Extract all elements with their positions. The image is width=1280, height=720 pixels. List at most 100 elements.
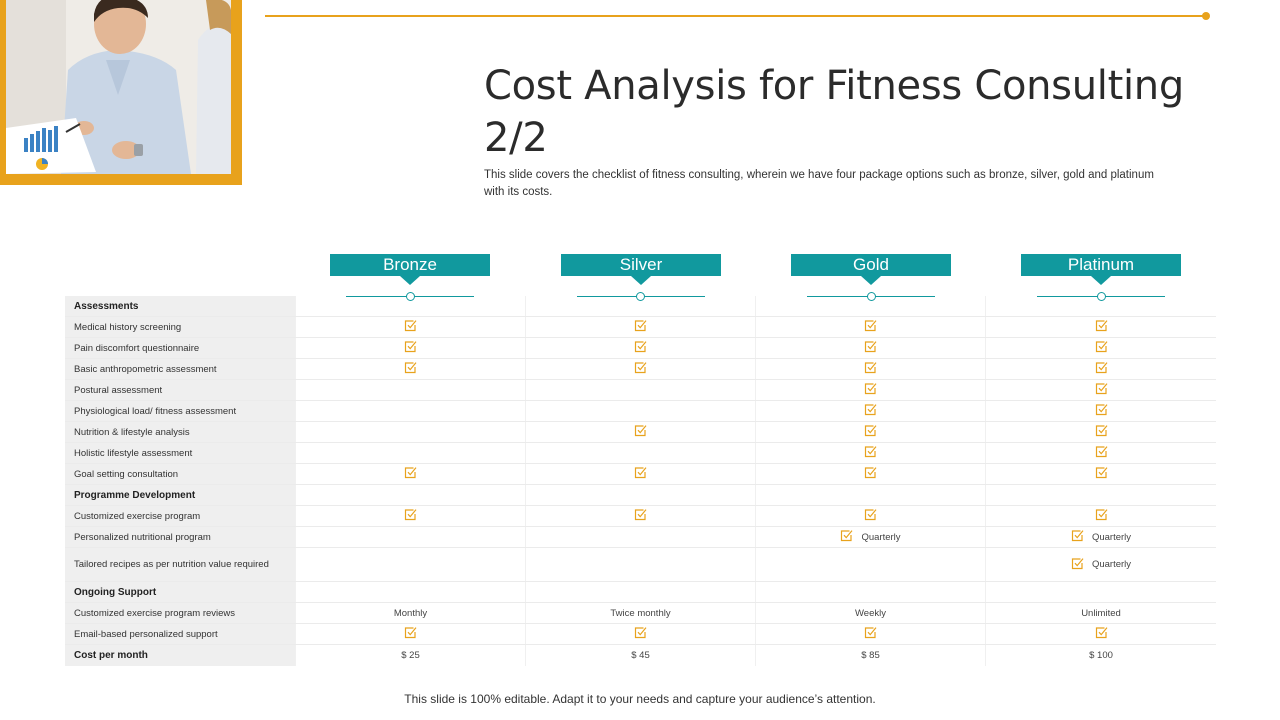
checkbox-check-icon xyxy=(1095,340,1108,356)
table-cell xyxy=(295,624,525,644)
table-cell xyxy=(295,527,525,547)
checkbox-check-icon xyxy=(1095,466,1108,482)
package-header-platinum: Platinum xyxy=(1021,254,1181,285)
checkbox-check-icon xyxy=(404,508,417,524)
table-cell: Quarterly xyxy=(755,527,985,547)
table-cell xyxy=(295,506,525,526)
table-cell: $ 25 xyxy=(295,645,525,666)
table-row: Basic anthropometric assessment xyxy=(65,359,1216,380)
table-cell xyxy=(525,317,755,337)
table-cell xyxy=(295,296,525,316)
section-label: Cost per month xyxy=(65,645,295,666)
timeline-node xyxy=(636,292,645,301)
checkbox-check-icon xyxy=(1095,424,1108,440)
table-cell xyxy=(295,359,525,379)
table-row: Customized exercise program xyxy=(65,506,1216,527)
table-cell xyxy=(755,422,985,442)
slide-title: Cost Analysis for Fitness Consulting 2/2 xyxy=(484,63,1184,161)
checkbox-check-icon xyxy=(864,445,877,461)
table-cell xyxy=(755,338,985,358)
checkbox-check-icon xyxy=(1095,508,1108,524)
frequency-label: Quarterly xyxy=(1091,559,1132,570)
top-rule-dot xyxy=(1202,12,1210,20)
table-cell xyxy=(525,527,755,547)
row-label: Email-based personalized support xyxy=(65,624,295,644)
table-cell xyxy=(755,582,985,602)
package-header-bronze: Bronze xyxy=(330,254,490,285)
table-cell xyxy=(985,485,1216,505)
table-row: Physiological load/ fitness assessment xyxy=(65,401,1216,422)
checkbox-check-icon xyxy=(864,626,877,642)
frequency-label: Quarterly xyxy=(1091,531,1132,543)
table-cell xyxy=(985,582,1216,602)
row-label: Pain discomfort questionnaire xyxy=(65,338,295,358)
table-cell xyxy=(525,443,755,463)
row-label: Customized exercise program reviews xyxy=(65,603,295,623)
checkbox-check-icon xyxy=(634,508,647,524)
timeline-node xyxy=(406,292,415,301)
table-cell xyxy=(985,422,1216,442)
package-header-silver: Silver xyxy=(561,254,721,285)
row-label: Nutrition & lifestyle analysis xyxy=(65,422,295,442)
table-cell: $ 85 xyxy=(755,645,985,666)
checkbox-check-icon xyxy=(864,340,877,356)
table-row: Postural assessment xyxy=(65,380,1216,401)
table-row: Ongoing Support xyxy=(65,582,1216,603)
table-cell xyxy=(985,624,1216,644)
table-row: Holistic lifestyle assessment xyxy=(65,443,1216,464)
checkbox-check-icon xyxy=(634,319,647,335)
timeline-node xyxy=(1097,292,1106,301)
table-cell xyxy=(295,548,525,581)
checkbox-check-icon xyxy=(1071,557,1084,573)
package-comparison-table: Assessments Medical history screening Pain… xyxy=(65,296,1216,666)
table-cell xyxy=(985,464,1216,484)
table-row: Pain discomfort questionnaire xyxy=(65,338,1216,359)
table-row: Customized exercise program reviews Month… xyxy=(65,603,1216,624)
table-row: Tailored recipes as per nutrition value … xyxy=(65,548,1216,582)
business-meeting-photo xyxy=(6,0,231,174)
timeline-node xyxy=(867,292,876,301)
table-cell xyxy=(755,317,985,337)
table-cell: Monthly xyxy=(295,603,525,623)
checkbox-check-icon xyxy=(840,529,853,545)
checkbox-check-icon xyxy=(404,319,417,335)
table-row: Medical history screening xyxy=(65,317,1216,338)
table-cell xyxy=(755,380,985,400)
table-cell xyxy=(525,380,755,400)
table-cell xyxy=(525,422,755,442)
table-cell xyxy=(985,359,1216,379)
package-header-gold: Gold xyxy=(791,254,951,285)
table-cell xyxy=(755,548,985,581)
row-label: Physiological load/ fitness assessment xyxy=(65,401,295,421)
table-cell xyxy=(985,296,1216,316)
checkbox-check-icon xyxy=(864,403,877,419)
row-label: Goal setting consultation xyxy=(65,464,295,484)
slide-subtitle: This slide covers the checklist of fitne… xyxy=(484,169,1154,198)
table-row: Assessments xyxy=(65,296,1216,317)
row-label: Customized exercise program xyxy=(65,506,295,526)
table-cell xyxy=(525,464,755,484)
table-cell xyxy=(525,401,755,421)
table-cell xyxy=(985,317,1216,337)
table-cell xyxy=(525,338,755,358)
checkbox-check-icon xyxy=(864,424,877,440)
checkbox-check-icon xyxy=(1095,319,1108,335)
table-cell: $ 100 xyxy=(985,645,1216,666)
table-cell xyxy=(985,443,1216,463)
table-row: Programme Development xyxy=(65,485,1216,506)
checkbox-check-icon xyxy=(634,424,647,440)
checkbox-check-icon xyxy=(864,508,877,524)
checkbox-check-icon xyxy=(634,361,647,377)
table-cell xyxy=(755,296,985,316)
section-label: Programme Development xyxy=(65,485,295,505)
row-label: Medical history screening xyxy=(65,317,295,337)
checkbox-check-icon xyxy=(404,361,417,377)
table-cell xyxy=(755,359,985,379)
checkbox-check-icon xyxy=(1071,529,1084,545)
checkbox-check-icon xyxy=(1095,626,1108,642)
checkbox-check-icon xyxy=(864,466,877,482)
row-label: Basic anthropometric assessment xyxy=(65,359,295,379)
table-cell xyxy=(295,401,525,421)
table-cell xyxy=(295,317,525,337)
section-label: Ongoing Support xyxy=(65,582,295,602)
